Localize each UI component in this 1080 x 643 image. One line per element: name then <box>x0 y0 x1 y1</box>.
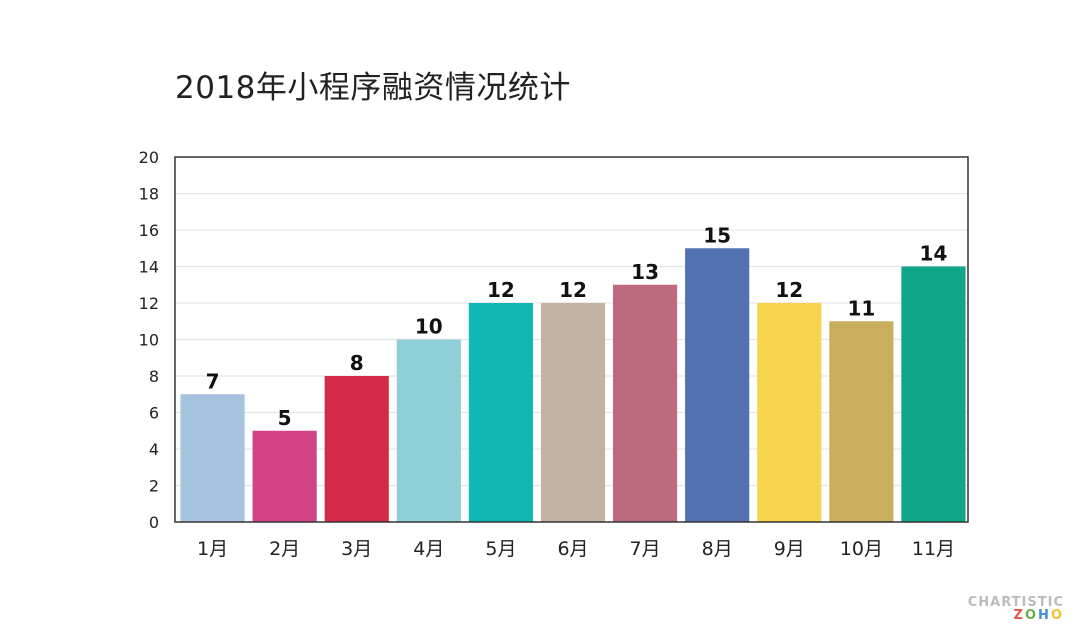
watermark-brand: CHARTISTIC <box>968 596 1064 610</box>
bar <box>613 285 677 522</box>
x-tick-label: 1月 <box>197 538 228 560</box>
bar <box>253 431 317 522</box>
x-tick-label: 8月 <box>702 538 733 560</box>
data-label: 12 <box>487 278 515 302</box>
x-tick-label: 4月 <box>413 538 444 560</box>
x-tick-label: 7月 <box>630 538 661 560</box>
data-label: 14 <box>920 242 948 266</box>
data-label: 12 <box>559 278 587 302</box>
watermark-letter: H <box>1038 608 1051 623</box>
bar <box>829 321 893 522</box>
y-tick-label: 0 <box>149 513 159 532</box>
data-label: 15 <box>703 223 731 247</box>
x-tick-label: 2月 <box>269 538 300 560</box>
bar <box>685 248 749 522</box>
data-label: 8 <box>350 351 364 375</box>
chartistic-zoho-logo: CHARTISTIC ZOHO <box>968 596 1064 623</box>
data-label: 11 <box>847 296 875 320</box>
watermark-letter: O <box>1025 608 1038 623</box>
data-label: 5 <box>278 406 292 430</box>
y-tick-label: 20 <box>139 148 159 167</box>
y-tick-label: 4 <box>149 440 159 459</box>
bar <box>541 303 605 522</box>
watermark-letter: O <box>1051 608 1064 623</box>
bar <box>757 303 821 522</box>
x-tick-label: 11月 <box>912 538 955 560</box>
x-tick-label: 10月 <box>840 538 883 560</box>
x-tick-label: 9月 <box>774 538 805 560</box>
x-tick-label: 6月 <box>557 538 588 560</box>
data-label: 12 <box>775 278 803 302</box>
watermark-zoho: ZOHO <box>968 609 1064 623</box>
data-label: 7 <box>206 369 220 393</box>
y-tick-label: 12 <box>139 294 159 313</box>
y-axis-ticks: 0 2 4 6 8 10 12 14 16 18 20 <box>139 148 159 532</box>
watermark-letter: Z <box>1014 608 1025 623</box>
bar <box>325 376 389 522</box>
y-tick-label: 18 <box>139 185 159 204</box>
x-axis-labels: 1月 2月 3月 4月 5月 6月 7月 8月 9月 10月 11月 <box>197 538 955 560</box>
bar <box>180 394 244 522</box>
y-tick-label: 16 <box>139 221 159 240</box>
y-tick-label: 10 <box>139 331 159 350</box>
y-tick-label: 8 <box>149 367 159 386</box>
y-tick-label: 6 <box>149 404 159 423</box>
y-tick-label: 2 <box>149 477 159 496</box>
bar <box>397 340 461 523</box>
x-tick-label: 5月 <box>485 538 516 560</box>
y-tick-label: 14 <box>139 258 159 277</box>
data-label: 10 <box>415 315 443 339</box>
data-label: 13 <box>631 260 659 284</box>
bar <box>901 267 965 523</box>
x-tick-label: 3月 <box>341 538 372 560</box>
bar <box>469 303 533 522</box>
